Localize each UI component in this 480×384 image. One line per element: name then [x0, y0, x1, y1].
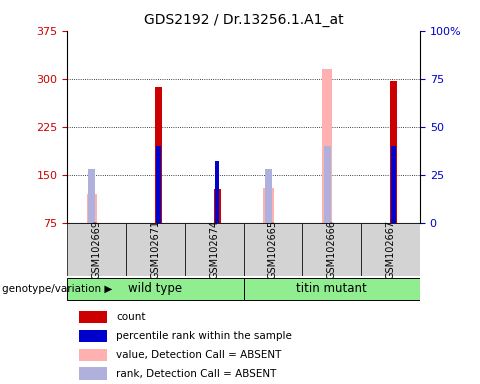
- Bar: [126, 223, 185, 276]
- Text: GSM102667: GSM102667: [385, 220, 396, 279]
- Bar: [215, 161, 219, 223]
- Bar: [67, 278, 243, 300]
- Bar: [214, 189, 221, 223]
- Bar: [79, 367, 107, 380]
- Bar: [79, 330, 107, 342]
- Bar: [86, 194, 97, 223]
- Bar: [67, 223, 126, 276]
- Bar: [361, 223, 420, 276]
- Text: wild type: wild type: [128, 283, 182, 295]
- Bar: [243, 223, 302, 276]
- Text: GSM102674: GSM102674: [209, 220, 219, 279]
- Text: GSM102665: GSM102665: [268, 220, 278, 279]
- Text: rank, Detection Call = ABSENT: rank, Detection Call = ABSENT: [117, 369, 277, 379]
- Text: GSM102669: GSM102669: [92, 220, 102, 279]
- Bar: [263, 187, 274, 223]
- Bar: [88, 169, 96, 223]
- Text: GSM102666: GSM102666: [327, 220, 337, 279]
- Bar: [265, 169, 272, 223]
- Bar: [390, 81, 397, 223]
- Title: GDS2192 / Dr.13256.1.A1_at: GDS2192 / Dr.13256.1.A1_at: [144, 13, 343, 27]
- Bar: [391, 146, 396, 223]
- Bar: [243, 278, 420, 300]
- Text: percentile rank within the sample: percentile rank within the sample: [117, 331, 292, 341]
- Bar: [322, 69, 332, 223]
- Bar: [79, 349, 107, 361]
- Text: genotype/variation ▶: genotype/variation ▶: [2, 284, 113, 294]
- Text: titin mutant: titin mutant: [297, 283, 367, 295]
- Bar: [324, 146, 331, 223]
- Text: value, Detection Call = ABSENT: value, Detection Call = ABSENT: [117, 350, 282, 360]
- Bar: [302, 223, 361, 276]
- Bar: [79, 311, 107, 323]
- Text: GSM102671: GSM102671: [150, 220, 160, 279]
- Bar: [155, 87, 162, 223]
- Text: count: count: [117, 312, 146, 322]
- Bar: [156, 146, 161, 223]
- Bar: [185, 223, 243, 276]
